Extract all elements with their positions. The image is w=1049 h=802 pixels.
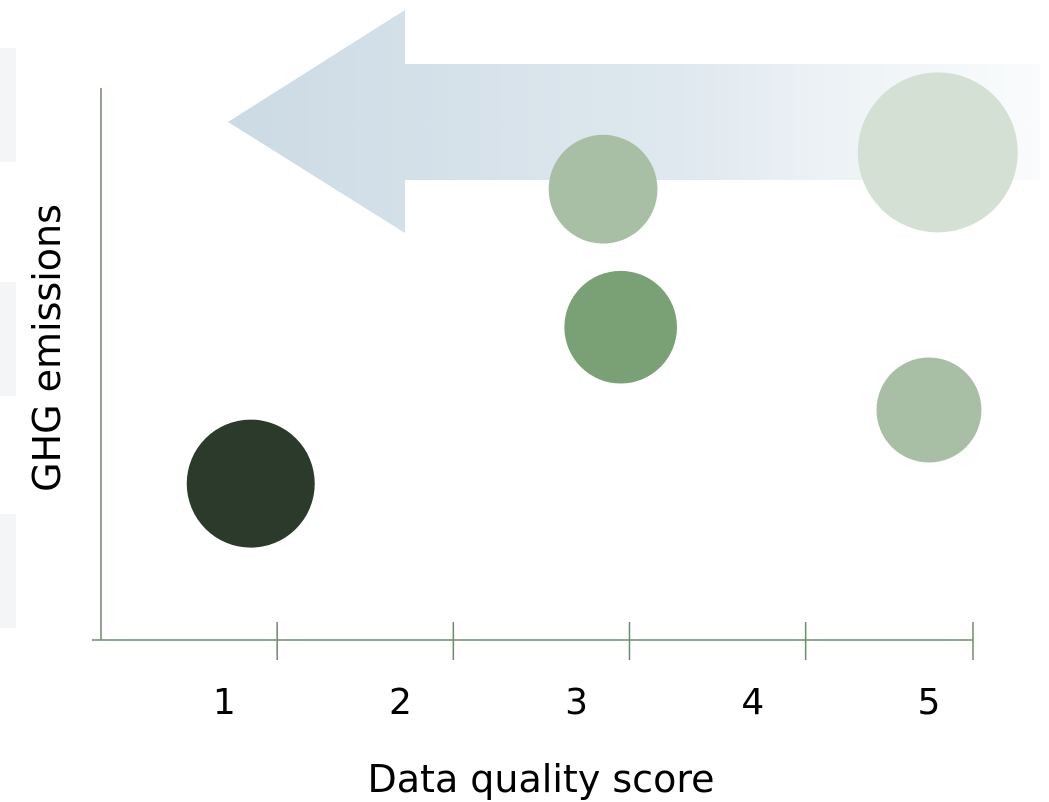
x-axis-ticks	[276, 622, 974, 660]
bubble-point-3	[564, 270, 677, 384]
bubble-series	[186, 72, 1018, 548]
left-panel-band	[0, 514, 16, 628]
y-axis-label: GHG emissions	[25, 204, 69, 492]
x-tick-label: 4	[741, 682, 764, 723]
x-tick-label: 5	[918, 682, 941, 723]
bubble-point-1	[186, 419, 315, 548]
x-tick-label: 1	[213, 682, 236, 723]
x-tick-label: 3	[565, 682, 588, 723]
x-tick-label: 2	[389, 682, 412, 723]
left-arrow	[228, 10, 1040, 233]
left-panel-band	[0, 48, 16, 162]
bubble-point-5	[876, 357, 982, 463]
bubble-point-4	[857, 72, 1018, 233]
bubble-point-2	[548, 134, 658, 244]
x-axis-label: Data quality score	[368, 757, 715, 801]
x-tick-labels: 1 2 3 4 5	[213, 682, 941, 723]
left-panel-band	[0, 282, 16, 396]
